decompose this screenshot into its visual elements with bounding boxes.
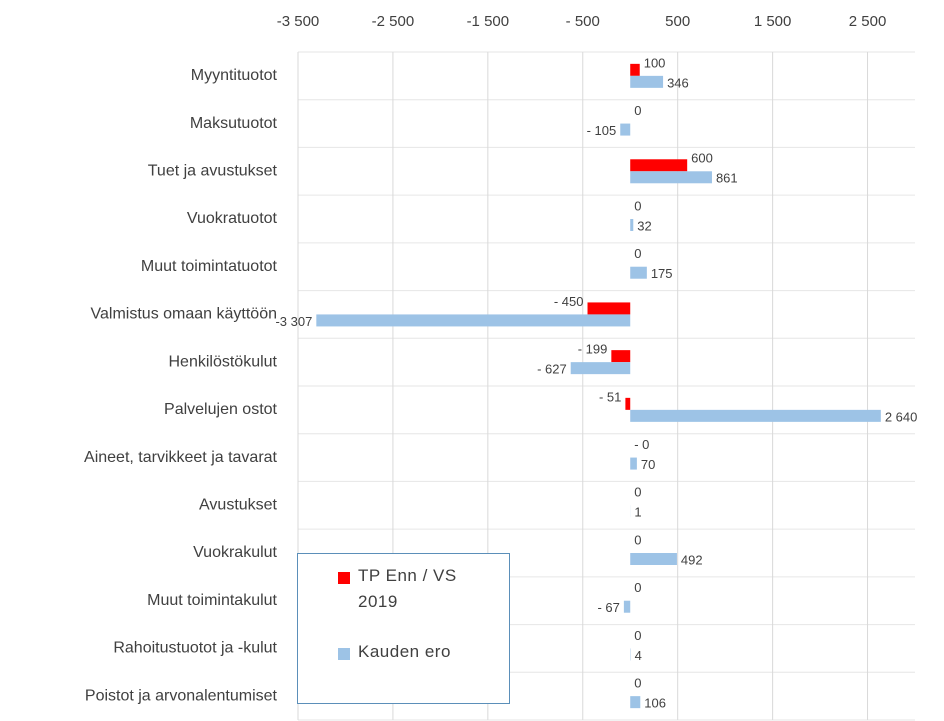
data-label: 32 <box>637 218 651 233</box>
x-tick-label: 500 <box>665 13 690 30</box>
category-label: Muut toimintatuotot <box>141 258 278 275</box>
data-label: - 450 <box>554 294 584 309</box>
data-label: 100 <box>644 55 666 70</box>
bar <box>625 397 631 410</box>
legend-label: TP Enn / VS 2019 <box>358 566 457 611</box>
data-label: 0 <box>634 532 641 547</box>
x-tick-label: 1 500 <box>754 13 792 30</box>
bar <box>630 171 712 184</box>
bar <box>630 457 637 470</box>
category-label: Henkilöstökulut <box>169 353 278 370</box>
legend-label: Kauden ero <box>358 642 451 661</box>
x-tick-label: -1 500 <box>467 13 510 30</box>
data-label: 106 <box>644 696 666 711</box>
bar <box>316 314 631 327</box>
data-label: - 67 <box>597 600 619 615</box>
data-label: 0 <box>634 246 641 261</box>
data-label: 0 <box>634 103 641 118</box>
category-label: Vuokrakulut <box>193 544 277 561</box>
x-tick-label: - 500 <box>566 13 600 30</box>
category-label: Valmistus omaan käyttöön <box>91 306 277 323</box>
bar <box>611 350 631 363</box>
category-label: Muut toimintakulut <box>147 592 277 609</box>
data-label: 70 <box>641 457 655 472</box>
data-label: 492 <box>681 552 703 567</box>
bar <box>623 600 631 613</box>
legend-swatch <box>338 648 350 660</box>
bar <box>630 553 677 565</box>
data-label: 0 <box>634 580 641 595</box>
category-label: Aineet, tarvikkeet ja tavarat <box>84 449 278 466</box>
data-label: - 51 <box>599 389 621 404</box>
legend: TP Enn / VS 2019 Kauden ero <box>297 553 510 704</box>
bar <box>630 409 881 422</box>
data-label: 175 <box>651 266 673 281</box>
bar <box>630 696 641 709</box>
x-tick-label: 2 500 <box>849 13 887 30</box>
data-label: 0 <box>634 628 641 643</box>
bar <box>630 219 634 231</box>
data-label: - 199 <box>578 342 608 357</box>
data-label: - 0 <box>634 437 649 452</box>
x-tick-label: -3 500 <box>277 13 320 30</box>
legend-item: Kauden ero <box>338 642 478 665</box>
legend-swatch <box>338 572 350 584</box>
data-label: 600 <box>691 151 713 166</box>
data-label: -3 307 <box>275 314 312 329</box>
legend-item: TP Enn / VS 2019 <box>338 566 478 615</box>
bar <box>630 75 664 88</box>
bar <box>630 266 647 279</box>
category-label: Maksutuotot <box>190 115 278 132</box>
data-label: 861 <box>716 171 738 186</box>
category-label: Avustukset <box>199 497 278 514</box>
category-label: Myyntituotot <box>191 67 278 84</box>
category-label: Poistot ja arvonalentumiset <box>85 687 278 704</box>
data-label: - 627 <box>537 362 567 377</box>
bar <box>587 302 631 315</box>
data-label: 4 <box>635 648 642 663</box>
category-label: Tuet ja avustukset <box>148 163 278 180</box>
data-label: - 105 <box>587 123 617 138</box>
x-tick-label: -2 500 <box>372 13 415 30</box>
bar <box>630 63 640 76</box>
category-label: Palvelujen ostot <box>164 401 278 418</box>
data-label: 2 640 <box>885 409 918 424</box>
bar <box>630 159 688 172</box>
data-label: 0 <box>634 485 641 500</box>
data-label: 0 <box>634 676 641 691</box>
category-label: Vuokratuotot <box>187 210 278 227</box>
bar <box>570 362 631 375</box>
data-label: 1 <box>634 505 641 520</box>
category-label: Rahoitustuotot ja -kulut <box>113 640 277 657</box>
bar <box>620 123 631 136</box>
data-label: 0 <box>634 198 641 213</box>
data-label: 346 <box>667 75 689 90</box>
